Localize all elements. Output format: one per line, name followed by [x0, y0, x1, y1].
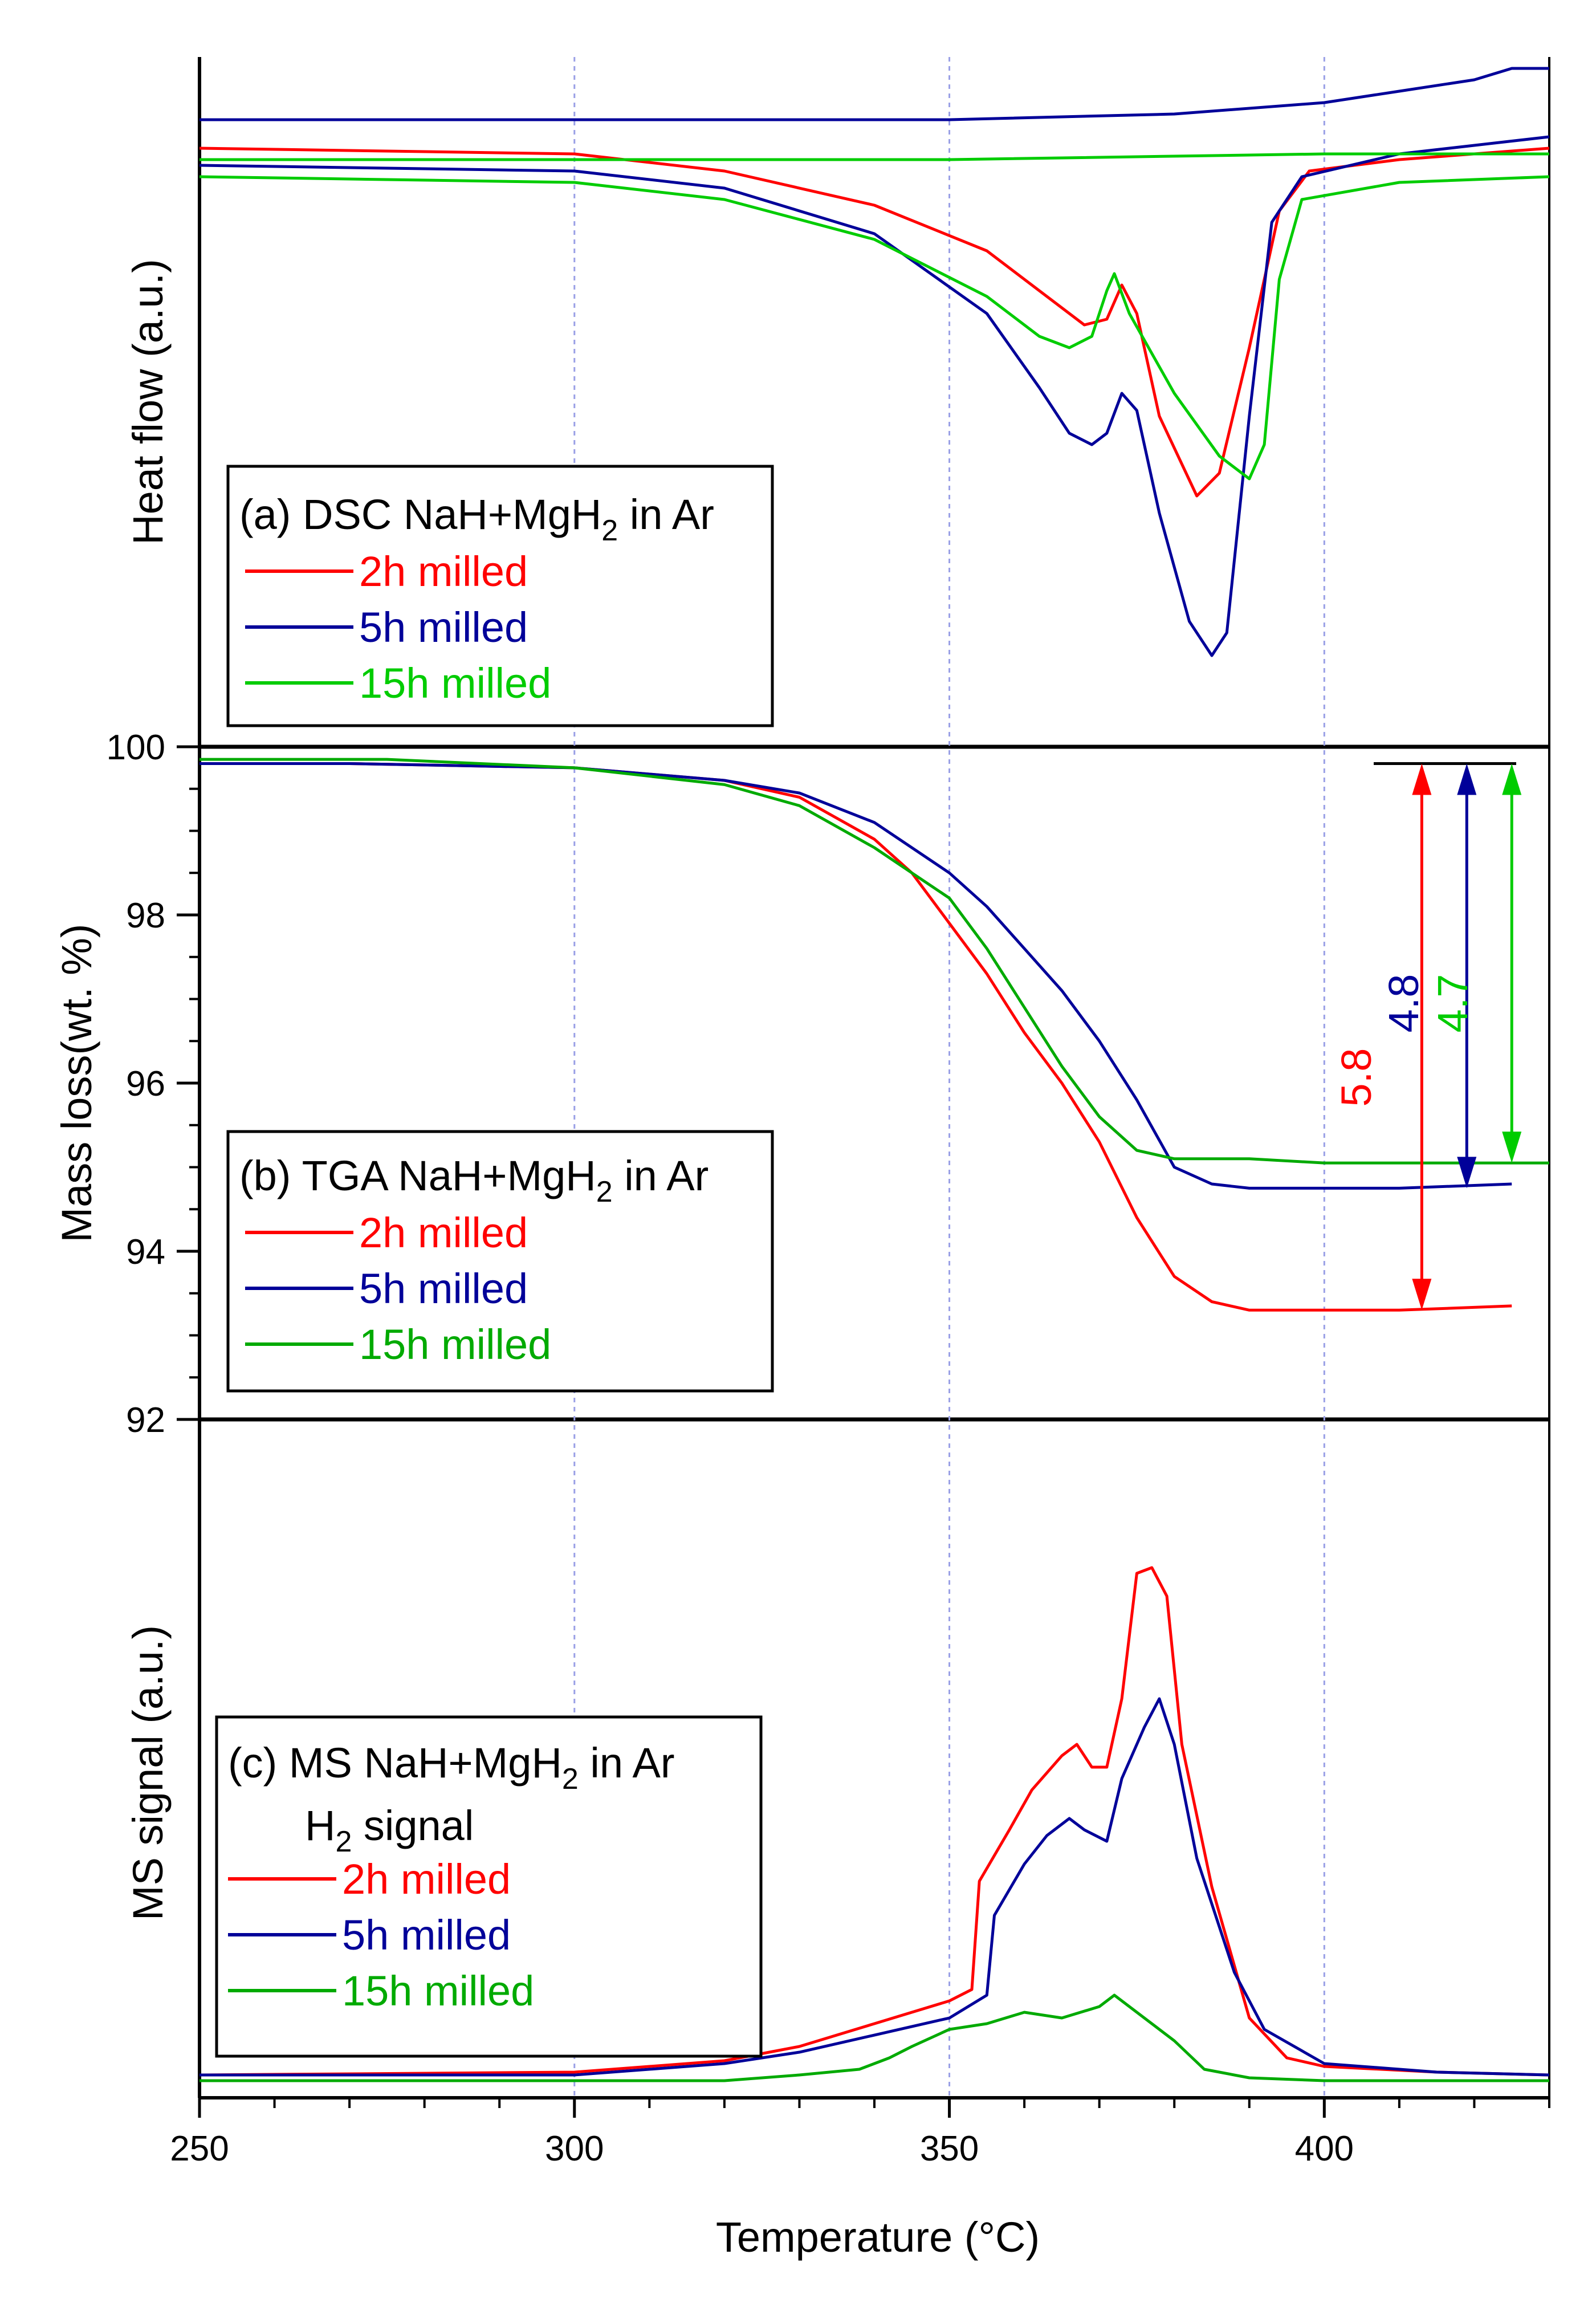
arrowhead-down [1502, 1132, 1522, 1163]
legend-b-label-5h: 5h milled [359, 1265, 528, 1312]
legend-a: (a) DSC NaH+MgH2 in Ar 2h milled 5h mill… [226, 465, 774, 727]
mass-loss-label: 4.8 [1380, 974, 1427, 1033]
legend-c-subtitle: H2 signal [305, 1802, 474, 1858]
legend-c-label-5h: 5h milled [342, 1911, 511, 1959]
y-tick-labels: 92 94 96 98 100 [107, 728, 165, 1440]
arrowhead-down [1457, 1157, 1477, 1189]
panel-b-ylabel: Mass loss(wt. %) [53, 923, 100, 1242]
panel-a-series-15h-milled [199, 175, 1550, 481]
panel-a-series-5h-milled [199, 135, 1550, 657]
legend-a-label-15h: 15h milled [359, 660, 551, 707]
x-tick-label: 350 [920, 2129, 979, 2168]
panel-c-series-2h-milled [199, 1566, 1550, 2077]
panel-b-series-15h-milled [199, 758, 1549, 1165]
y-tick-label: 98 [126, 896, 165, 935]
x-tick-labels: 250 300 350 400 [170, 2129, 1354, 2168]
mass-loss-arrows: 5.84.8 4.7 [1333, 762, 1522, 1311]
arrowhead-up [1502, 763, 1522, 795]
panel-a-series-baseline [199, 152, 1549, 161]
arrowhead-up [1412, 763, 1432, 795]
legend-b-label-2h: 2h milled [359, 1209, 528, 1256]
y-tick-label: 92 [126, 1401, 165, 1440]
x-tick-label: 300 [545, 2129, 604, 2168]
legend-c-title: (c) MS NaH+MgH2 in Ar [228, 1739, 674, 1796]
arrowhead-down [1412, 1279, 1432, 1311]
legend-c-label-15h: 15h milled [342, 1967, 534, 2015]
legend-a-label-5h: 5h milled [359, 604, 528, 651]
panel-a-ylabel: Heat flow (a.u.) [124, 259, 172, 545]
panel-c-series-5h-milled [199, 1697, 1550, 2077]
legend-b: (b) TGA NaH+MgH2 in Ar 2h milled 5h mill… [226, 1130, 774, 1393]
mass-loss-label: 5.8 [1333, 1048, 1380, 1107]
y-tick-label: 96 [126, 1064, 165, 1104]
panel-c-series-15h-milled [199, 1993, 1549, 2082]
series-layer [199, 67, 1550, 2082]
panel-c-ylabel: MS signal (a.u.) [124, 1625, 172, 1920]
legend-b-title: (b) TGA NaH+MgH2 in Ar [239, 1152, 709, 1209]
y-tick-label: 94 [126, 1232, 165, 1272]
tick-marks [177, 745, 1550, 2118]
arrowhead-up [1457, 763, 1477, 795]
x-tick-label: 250 [170, 2129, 229, 2168]
legend-c: (c) MS NaH+MgH2 in Ar H2 signal 2h mille… [215, 1715, 763, 2058]
legend-a-label-2h: 2h milled [359, 548, 528, 595]
legend-b-label-15h: 15h milled [359, 1321, 551, 1368]
x-tick-label: 400 [1295, 2129, 1354, 2168]
mass-loss-label: 4.7 [1429, 974, 1476, 1033]
legend-a-title: (a) DSC NaH+MgH2 in Ar [239, 491, 714, 547]
y-tick-label: 100 [107, 728, 165, 767]
panel-a-series-baseline [199, 67, 1549, 121]
x-axis-title: Temperature (°C) [716, 2214, 1040, 2261]
panel-b-series-5h-milled [199, 762, 1512, 1190]
legend-c-label-2h: 2h milled [342, 1856, 511, 1903]
